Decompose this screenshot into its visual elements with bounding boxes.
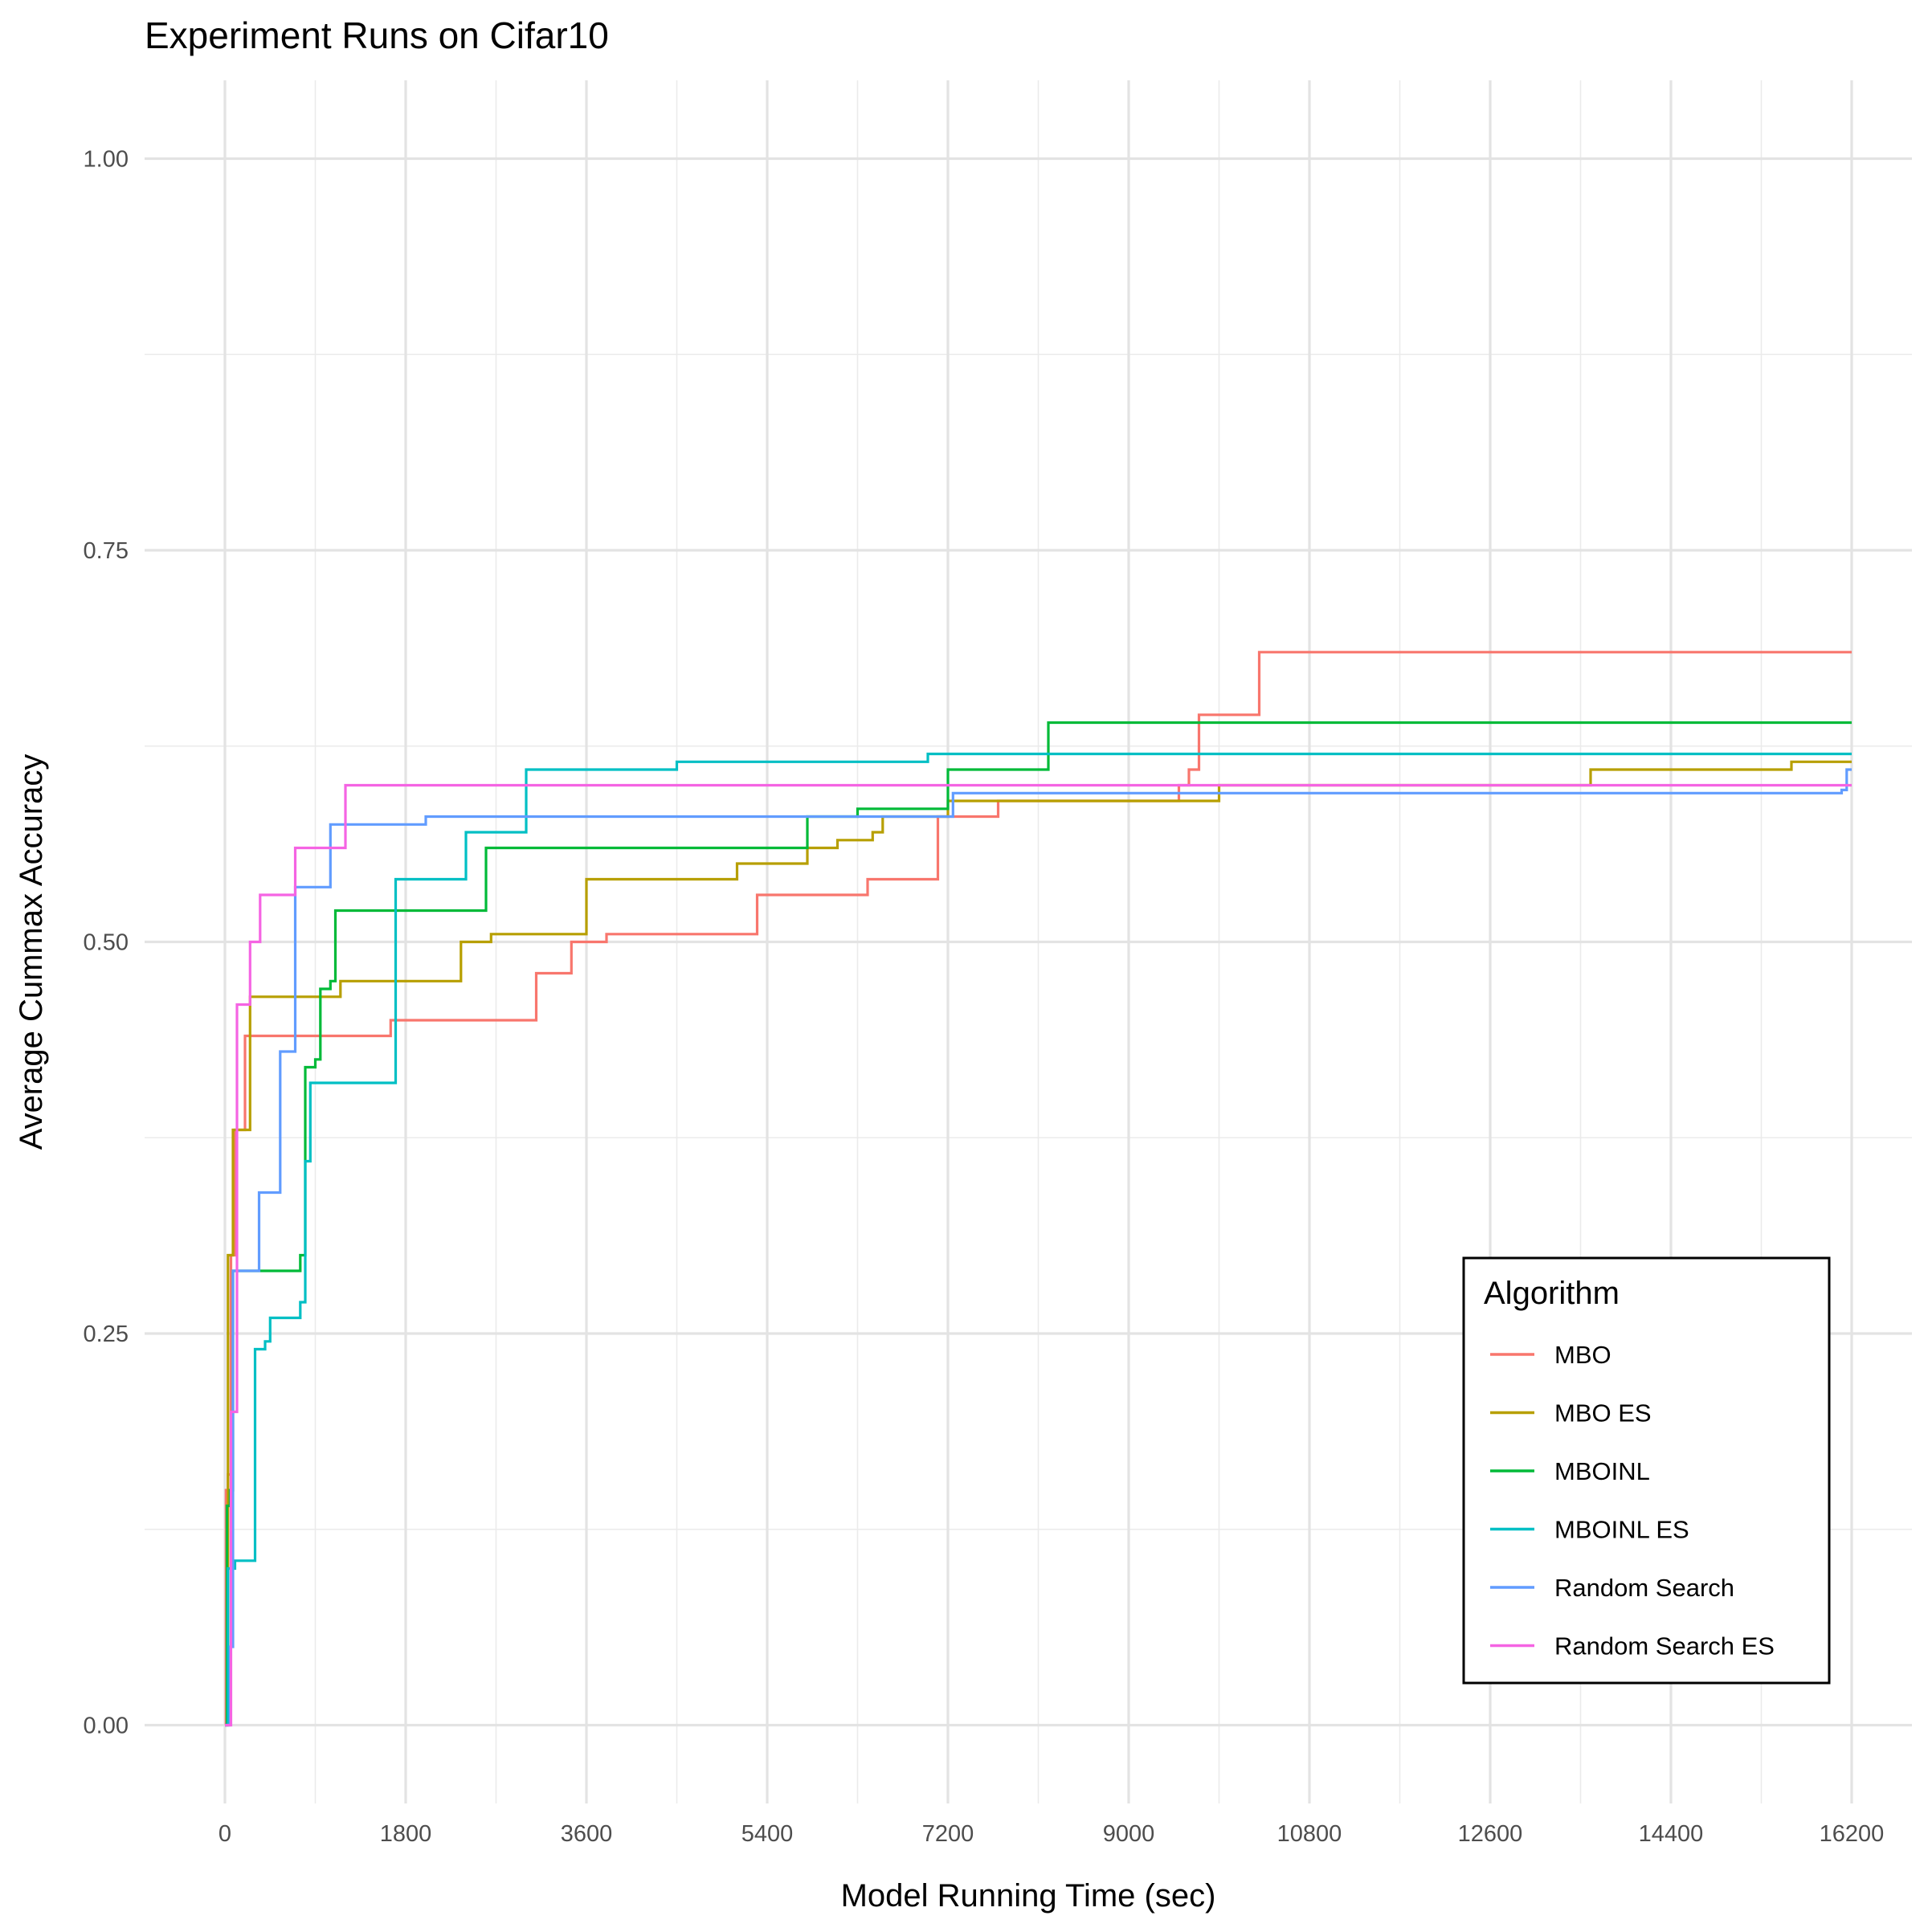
x-axis-title: Model Running Time (sec) — [841, 1878, 1216, 1914]
x-tick-label: 7200 — [922, 1821, 974, 1847]
x-tick-label: 14400 — [1639, 1821, 1704, 1847]
x-tick-label: 5400 — [741, 1821, 794, 1847]
legend-label-mboinl: MBOINL — [1554, 1457, 1650, 1485]
x-tick-label: 9000 — [1103, 1821, 1155, 1847]
legend-label-random-search: Random Search — [1554, 1574, 1734, 1602]
x-tick-label: 0 — [219, 1821, 231, 1847]
x-tick-label: 12600 — [1458, 1821, 1523, 1847]
x-tick-label: 1800 — [380, 1821, 432, 1847]
y-tick-label: 0.25 — [84, 1321, 129, 1347]
chart-title: Experiment Runs on Cifar10 — [145, 14, 609, 56]
series-line-mboinl-es — [225, 752, 1852, 1727]
series-line-random-search-es — [225, 783, 1852, 1727]
series-lines — [224, 651, 1852, 1727]
x-axis-ticks: 0 1800 3600 5400 7200 9000 10800 12600 14400 1620… — [219, 1821, 1884, 1847]
x-tick-label: 16200 — [1820, 1821, 1885, 1847]
y-axis-title: Average Cummax Accuracy — [14, 754, 49, 1150]
x-tick-label: 10800 — [1277, 1821, 1342, 1847]
legend: Algorithm MBO MBO ES MBOINL MBOINL ES Random… — [1462, 1256, 1831, 1685]
legend-label-random-search-es: Random Search ES — [1554, 1632, 1775, 1660]
legend-label-mboinl-es: MBOINL ES — [1554, 1516, 1689, 1544]
legend-items: MBO MBO ES MBOINL MBOINL ES Random Search Ran… — [1490, 1341, 1775, 1660]
y-tick-label: 0.50 — [84, 930, 129, 956]
y-tick-label: 0.00 — [84, 1713, 129, 1739]
y-tick-label: 1.00 — [84, 147, 129, 173]
y-tick-label: 0.75 — [84, 538, 129, 564]
y-axis-ticks: 0.00 0.25 0.50 0.75 1.00 — [84, 147, 129, 1739]
legend-label-mbo: MBO — [1554, 1341, 1611, 1369]
series-line-random-search — [225, 768, 1852, 1727]
x-tick-label: 3600 — [561, 1821, 613, 1847]
legend-label-mbo-es: MBO ES — [1554, 1399, 1652, 1428]
legend-title: Algorithm — [1484, 1276, 1620, 1311]
series-line-mbo — [224, 651, 1852, 1727]
